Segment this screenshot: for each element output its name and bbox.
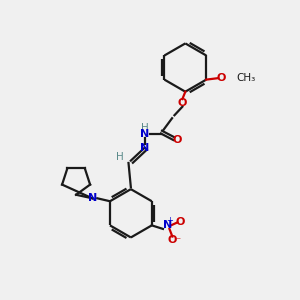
Text: ⁻: ⁻	[175, 236, 180, 246]
Text: O: O	[178, 98, 187, 108]
Text: N: N	[163, 220, 172, 230]
Text: +: +	[167, 216, 173, 225]
Text: N: N	[140, 128, 149, 139]
Text: O: O	[168, 235, 177, 245]
Text: H: H	[116, 152, 124, 162]
Text: CH₃: CH₃	[237, 73, 256, 83]
Text: H: H	[141, 123, 148, 133]
Text: N: N	[88, 193, 97, 203]
Text: O: O	[176, 218, 185, 227]
Text: O: O	[172, 135, 182, 145]
Text: O: O	[217, 73, 226, 83]
Text: N: N	[140, 142, 149, 153]
